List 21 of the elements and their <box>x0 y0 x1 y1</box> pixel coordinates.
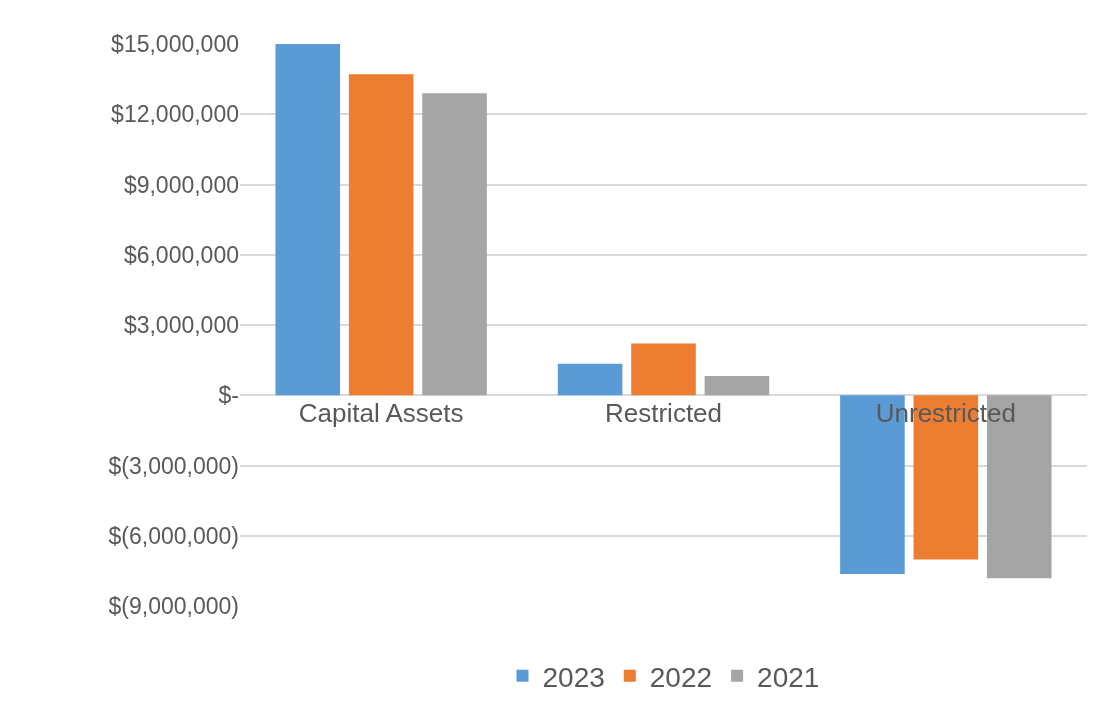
bar <box>704 376 770 396</box>
y-tick-label: $12,000,000 <box>111 101 239 128</box>
y-tick-label: $3,000,000 <box>123 312 239 339</box>
bar <box>631 343 696 396</box>
y-tick-label: $(3,000,000) <box>108 452 239 479</box>
y-tick-label: $- <box>218 382 239 409</box>
legend-label: 2022 <box>649 661 713 693</box>
x-tick-label: Capital Assets <box>298 398 464 429</box>
y-tick-label: $(6,000,000) <box>108 522 239 549</box>
y-tick-label: $15,000,000 <box>111 31 239 58</box>
y-tick-label: $(9,000,000) <box>108 593 239 620</box>
legend-label: 2023 <box>542 661 605 693</box>
x-tick-label: Unrestricted <box>875 398 1016 429</box>
y-tick-label: $6,000,000 <box>123 241 239 268</box>
x-tick-label: Restricted <box>604 398 723 429</box>
bar <box>275 44 341 396</box>
y-tick-label: $9,000,000 <box>123 171 239 198</box>
bar <box>422 93 487 396</box>
legend-label: 2021 <box>757 661 820 693</box>
bar <box>557 363 623 396</box>
bar <box>348 74 414 396</box>
